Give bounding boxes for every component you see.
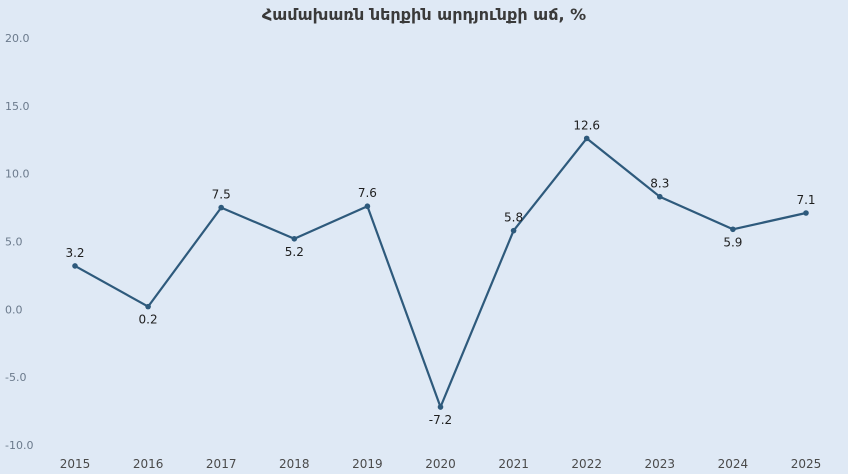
data-label: -7.2: [429, 413, 452, 427]
data-point: [437, 404, 444, 410]
data-label: 5.2: [285, 245, 304, 259]
y-axis: 20.0 15.0 10.0 5.0 0.0 -5.0 -10.0: [5, 32, 33, 452]
data-point: [291, 235, 298, 242]
data-label: 5.9: [723, 235, 742, 249]
x-tick-label: 2018: [279, 457, 310, 471]
x-tick-label: 2022: [571, 457, 602, 471]
x-tick-label: 2016: [133, 457, 164, 471]
data-label: 7.5: [212, 188, 231, 202]
y-tick-label: -5.0: [5, 371, 26, 384]
x-tick-label: 2023: [645, 457, 676, 471]
data-label: 7.6: [358, 186, 377, 200]
y-tick-label: -10.0: [5, 439, 33, 452]
data-label: 7.1: [796, 193, 815, 207]
x-tick-label: 2020: [425, 457, 456, 471]
data-label: 5.8: [504, 211, 523, 225]
y-tick-label: 0.0: [5, 303, 23, 316]
x-axis: 2015 2016 2017 2018 2019 2020 2021 2022 2023 2024…: [60, 457, 822, 471]
data-point: [730, 226, 736, 233]
data-point: [583, 135, 590, 142]
data-label-group: 3.2 0.2 7.5 5.2 7.6 -7.2 5.8 12.6 8.3 5.9 7.1: [65, 118, 815, 427]
data-point: [145, 303, 151, 310]
x-tick-label: 2017: [206, 457, 237, 471]
y-tick-label: 20.0: [5, 32, 30, 45]
x-tick-label: 2021: [498, 457, 529, 471]
data-point: [72, 263, 78, 269]
y-tick-label: 15.0: [5, 100, 30, 113]
x-tick-label: 2015: [60, 457, 91, 471]
data-label: 3.2: [65, 246, 84, 260]
data-point: [364, 203, 371, 210]
data-label: 0.2: [139, 313, 158, 327]
data-point: [218, 204, 224, 211]
x-tick-label: 2024: [718, 457, 749, 471]
x-tick-label: 2019: [352, 457, 383, 471]
y-tick-label: 5.0: [5, 236, 23, 249]
data-point: [510, 227, 517, 234]
chart-title: Համախառն ներքին արդյունքի աճ, %: [262, 5, 586, 24]
series-line-group: [72, 135, 809, 410]
x-tick-label: 2025: [791, 457, 822, 471]
data-point: [657, 193, 663, 200]
data-label: 8.3: [650, 177, 669, 191]
y-tick-label: 10.0: [5, 168, 30, 181]
data-point: [803, 210, 809, 216]
series-line: [74, 137, 807, 409]
data-label: 12.6: [573, 118, 600, 132]
